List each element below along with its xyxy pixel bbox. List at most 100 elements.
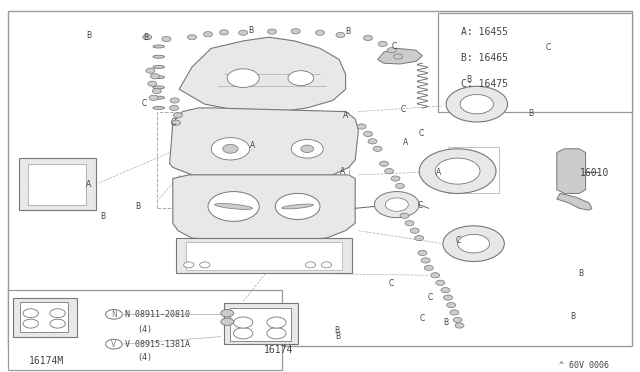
Text: (4): (4) [138,353,152,362]
Text: A: A [343,111,348,120]
Text: B: B [335,332,340,341]
Text: N: N [111,310,116,319]
Circle shape [305,262,316,268]
Circle shape [364,35,372,41]
Polygon shape [378,48,422,64]
Text: V 08915-1381A: V 08915-1381A [125,340,190,349]
Circle shape [200,262,210,268]
Circle shape [267,317,286,328]
Text: A: A [86,180,91,189]
Polygon shape [173,175,355,240]
Polygon shape [179,37,346,112]
Circle shape [173,113,182,118]
Circle shape [415,235,424,241]
Circle shape [239,30,248,35]
Circle shape [387,48,396,53]
Circle shape [431,273,440,278]
Circle shape [234,317,253,328]
Polygon shape [170,108,358,179]
Bar [176,238,352,273]
Ellipse shape [153,65,164,68]
Text: C: C [417,201,422,210]
Text: C: C [141,99,147,108]
Circle shape [23,309,38,318]
Circle shape [223,144,238,153]
Circle shape [453,317,462,323]
Text: 16174: 16174 [264,346,293,355]
Text: B: B [100,212,105,221]
Text: C: C [170,118,175,126]
Text: A: A [403,138,408,147]
Text: ^ 60V 0006: ^ 60V 0006 [559,361,609,370]
Circle shape [446,86,508,122]
Bar [438,13,632,112]
Text: V: V [111,340,116,349]
Circle shape [150,74,159,79]
Text: A: 16455: A: 16455 [461,27,508,36]
Text: 16010: 16010 [580,168,609,178]
Circle shape [170,105,179,110]
Circle shape [419,149,496,193]
Circle shape [188,35,196,40]
Circle shape [152,89,161,94]
Text: C: 16475: C: 16475 [461,79,508,89]
Ellipse shape [153,45,164,48]
Text: C: C [420,314,425,323]
Circle shape [149,95,158,100]
Text: B: B [579,269,584,278]
Circle shape [301,145,314,153]
Circle shape [288,71,314,86]
Bar [13,298,77,337]
Circle shape [357,124,366,129]
Circle shape [208,192,259,221]
Text: C: C [419,129,424,138]
Text: A: A [340,167,345,176]
Text: B: B [86,31,91,40]
Bar [224,303,298,344]
Text: C: C [401,105,406,114]
Text: B: B [135,202,140,211]
Circle shape [336,32,345,38]
Bar [8,11,632,346]
Circle shape [458,234,490,253]
Circle shape [435,158,480,184]
Circle shape [148,81,157,86]
Text: C: C [428,293,433,302]
Circle shape [321,262,332,268]
Text: C: C [392,42,397,51]
Circle shape [391,176,400,181]
Text: C: C [456,236,461,245]
Circle shape [394,54,403,59]
Circle shape [234,328,253,339]
Circle shape [364,131,372,137]
Ellipse shape [153,55,164,58]
Circle shape [378,41,387,46]
Circle shape [220,30,228,35]
Polygon shape [557,149,586,193]
Text: B: B [345,27,350,36]
Text: (4): (4) [138,325,152,334]
Circle shape [172,120,180,125]
Circle shape [450,310,459,315]
Circle shape [146,68,155,73]
Text: B: B [443,318,448,327]
Circle shape [291,140,323,158]
Circle shape [268,29,276,34]
Circle shape [50,319,65,328]
Bar [28,164,86,205]
Text: A: A [436,169,441,177]
Bar [448,147,499,193]
Text: B: 16465: B: 16465 [461,53,508,62]
Bar [186,242,342,270]
Polygon shape [557,193,592,210]
Circle shape [410,228,419,233]
Ellipse shape [153,96,164,99]
Circle shape [436,280,445,285]
Circle shape [447,302,456,308]
Circle shape [221,318,234,326]
Circle shape [441,288,450,293]
Circle shape [380,161,388,166]
Ellipse shape [153,86,164,89]
Circle shape [385,198,408,211]
Bar [20,302,68,332]
